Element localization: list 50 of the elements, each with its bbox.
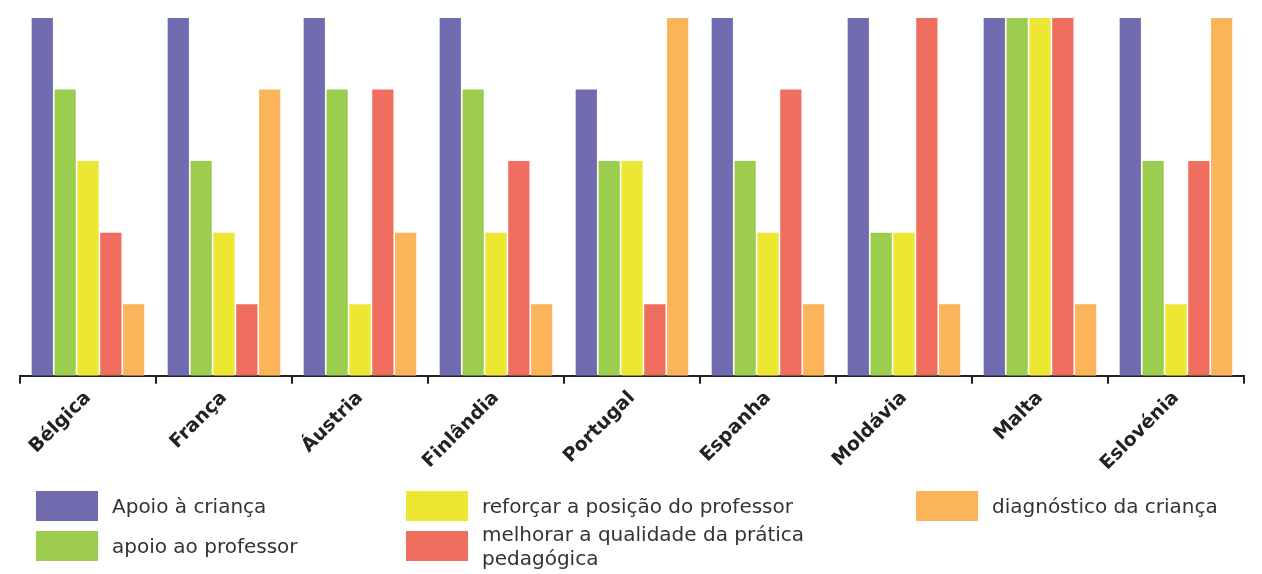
bar <box>916 18 938 376</box>
bar <box>711 18 733 376</box>
bar <box>1052 18 1074 376</box>
bar <box>54 89 76 376</box>
bar <box>1211 18 1233 376</box>
bar <box>167 18 189 376</box>
bar <box>757 232 779 376</box>
bar <box>983 18 1005 376</box>
bar <box>1119 18 1141 376</box>
bar <box>508 161 530 376</box>
bar <box>213 232 235 376</box>
bar <box>734 161 756 376</box>
bar <box>303 18 325 376</box>
bar <box>847 18 869 376</box>
bar <box>395 232 417 376</box>
bar <box>1006 18 1028 376</box>
bar <box>439 18 461 376</box>
bar <box>485 232 507 376</box>
legend-label: reforçar a posição do professor <box>482 494 793 518</box>
bar <box>100 232 122 376</box>
bar <box>259 89 281 376</box>
bar <box>123 304 145 376</box>
bar <box>77 161 99 376</box>
bar <box>236 304 258 376</box>
bar <box>1075 304 1097 376</box>
bar <box>372 89 394 376</box>
bar <box>190 161 212 376</box>
bar <box>803 304 825 376</box>
bar <box>1188 161 1210 376</box>
bar <box>1029 18 1051 376</box>
bar <box>870 232 892 376</box>
bar <box>893 232 915 376</box>
bar <box>644 304 666 376</box>
bar <box>575 89 597 376</box>
bar <box>667 18 689 376</box>
bar <box>939 304 961 376</box>
bar <box>462 89 484 376</box>
bar <box>598 161 620 376</box>
bar <box>531 304 553 376</box>
bar <box>349 304 371 376</box>
legend-label: diagnóstico da criança <box>992 494 1218 518</box>
bar <box>621 161 643 376</box>
bar <box>31 18 53 376</box>
bar <box>1142 161 1164 376</box>
legend-label: melhorar a qualidade da prática pedagógica <box>482 522 806 570</box>
bar <box>326 89 348 376</box>
legend-label: apoio ao professor <box>112 534 298 558</box>
bar <box>1165 304 1187 376</box>
legend-label: Apoio à criança <box>112 494 267 518</box>
bar <box>780 89 802 376</box>
